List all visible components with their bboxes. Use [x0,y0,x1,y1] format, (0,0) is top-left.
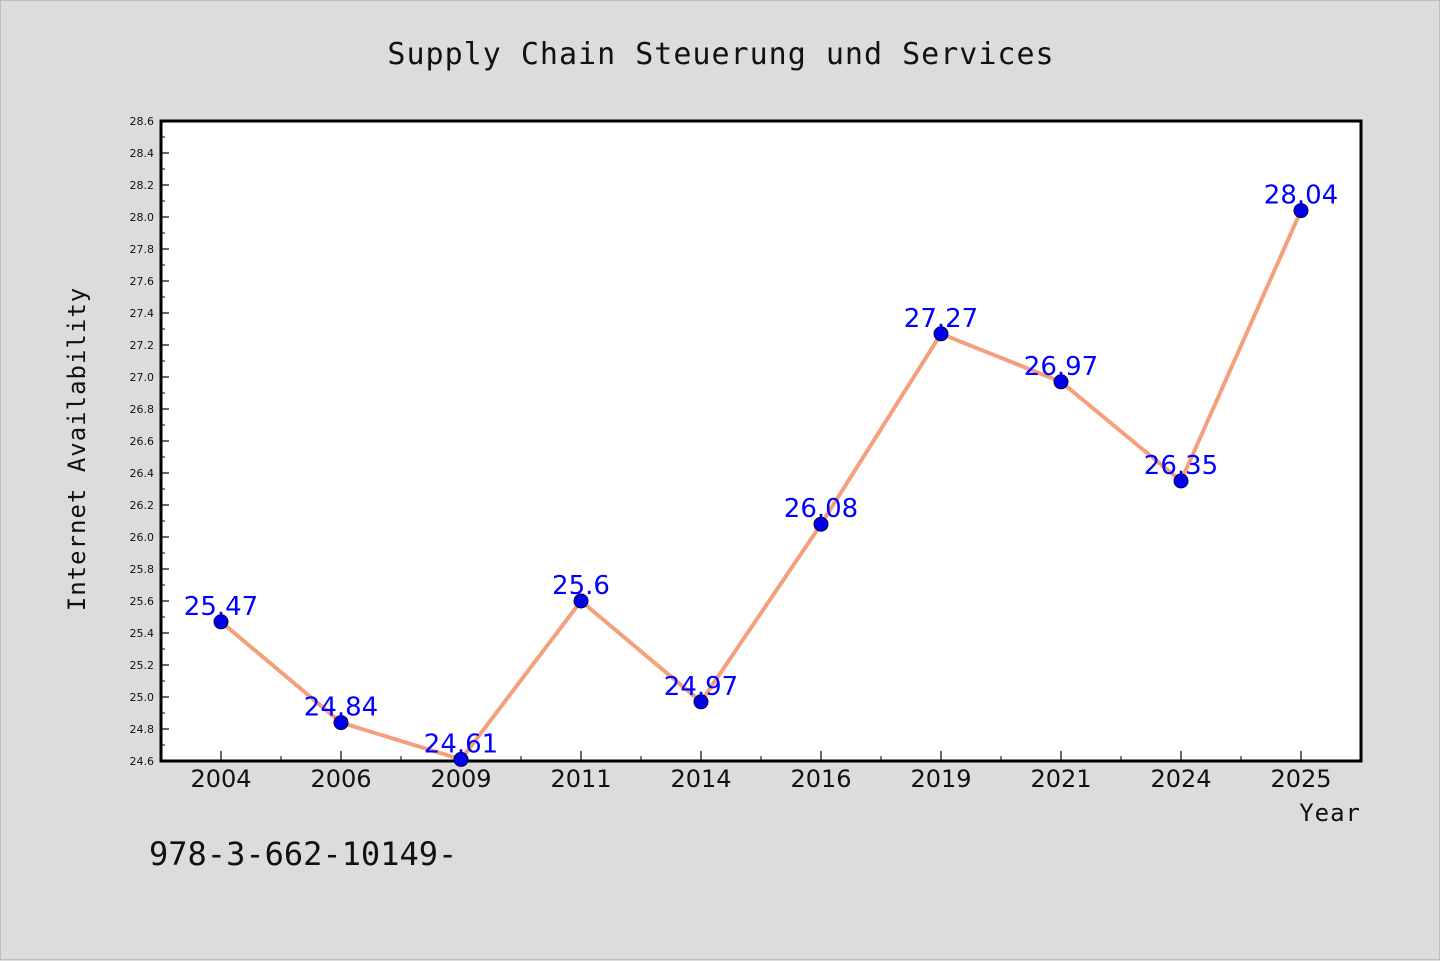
x-tick-label: 2006 [310,765,371,793]
data-point [333,715,349,731]
y-tick-label: 24.8 [130,723,155,736]
data-point [813,516,829,532]
y-tick-label: 25.8 [130,563,155,576]
data-label: 24.61 [424,729,498,759]
y-tick-label: 25.0 [130,691,155,704]
x-axis-ticks: 2004 2006 2009 2011 2014 2016 2019 2021 2024 2025 [160,751,1362,793]
data-label: 26.35 [1144,451,1218,481]
data-point [693,694,709,710]
x-axis-label: Year [1299,799,1361,827]
y-tick-label: 25.2 [130,659,155,672]
y-tick-label: 27.8 [130,243,155,256]
y-axis-label: Internet Availability [63,287,91,611]
y-tick-label: 25.4 [130,627,155,640]
data-point [933,326,949,342]
y-tick-label: 28.4 [130,147,155,160]
x-tick-label: 2024 [1150,765,1211,793]
data-label: 27.27 [904,304,978,334]
y-tick-label: 28.0 [130,211,155,224]
x-tick-label: 2019 [910,765,971,793]
y-tick-label: 26.2 [130,499,155,512]
data-point [573,593,589,609]
y-tick-label: 27.4 [130,307,155,320]
footnote-text: 978-3-662-10149- [149,835,457,873]
data-point [1173,473,1189,489]
x-tick-label: 2025 [1270,765,1331,793]
y-tick-label: 25.6 [130,595,155,608]
chart-title: Supply Chain Steuerung und Services [387,37,1054,72]
x-tick-label: 2004 [190,765,251,793]
y-tick-label: 26.6 [130,435,155,448]
y-tick-label: 28.2 [130,179,155,192]
y-tick-label: 27.0 [130,371,155,384]
series-line [219,208,1303,762]
data-point [213,614,229,630]
data-label: 26.97 [1024,352,1098,382]
x-tick-label: 2021 [1030,765,1091,793]
data-label: 25.47 [184,592,258,622]
data-label: 26.08 [784,494,858,524]
y-tick-label: 27.6 [130,275,155,288]
y-tick-label: 27.2 [130,339,155,352]
x-tick-label: 2014 [670,765,731,793]
data-point [453,751,469,767]
y-tick-label: 26.0 [130,531,155,544]
data-label: 24.97 [664,672,738,702]
y-tick-label: 24.6 [130,755,155,768]
data-labels-layer: 25.47 24.84 24.61 25.6 24.97 26.08 27.27 26.97 2… [184,181,1338,760]
x-tick-label: 2011 [550,765,611,793]
data-label: 28.04 [1264,181,1338,211]
y-tick-label: 26.4 [130,467,155,480]
data-label: 25.6 [552,571,610,601]
x-tick-label: 2016 [790,765,851,793]
y-tick-label: 26.8 [130,403,155,416]
y-axis-ticks: 24.6 24.8 25.0 25.2 25.4 25.6 25.8 26.0 26.2 26.4… [130,115,169,768]
data-label: 24.84 [304,693,378,723]
y-tick-label: 28.6 [130,115,155,128]
series-layer [213,203,1309,767]
x-tick-label: 2009 [430,765,491,793]
data-point [1293,203,1309,219]
data-point [1053,374,1069,390]
plot-area [159,119,1363,763]
